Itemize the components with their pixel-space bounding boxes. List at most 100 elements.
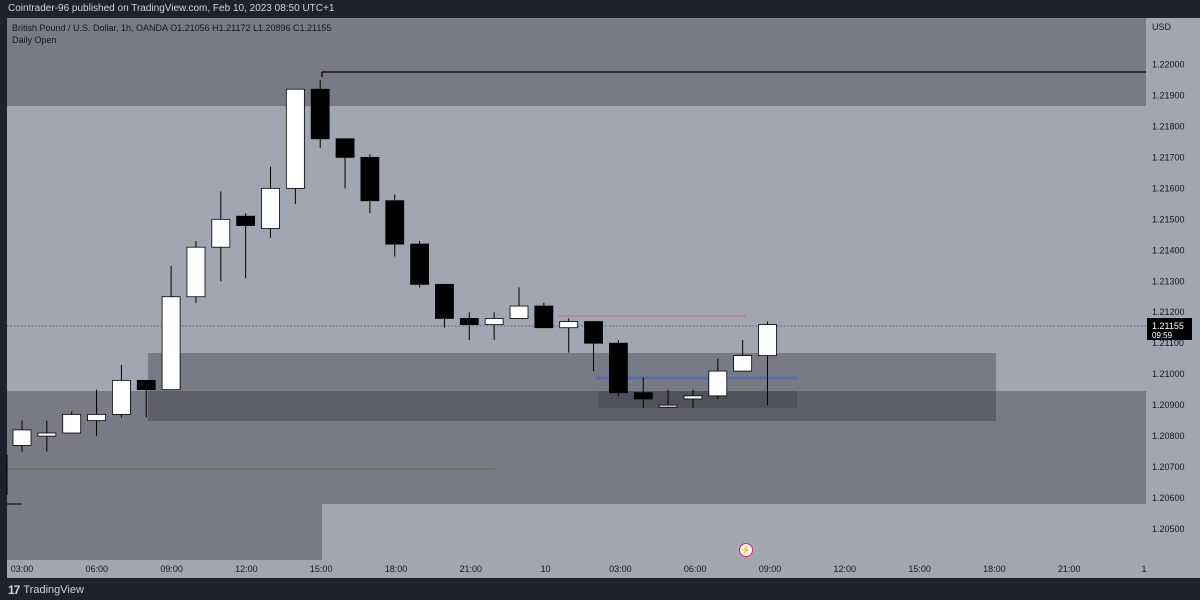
candle-body	[37, 432, 57, 437]
candle	[310, 79, 330, 149]
time-tick-label: 10	[541, 564, 551, 574]
candle	[658, 389, 678, 409]
candle-body	[584, 321, 603, 344]
candle	[87, 389, 106, 437]
price-tick-label: 1.22000	[1152, 59, 1185, 69]
candle	[708, 358, 728, 399]
candle-body	[410, 243, 430, 285]
candles	[12, 79, 777, 452]
candle-body	[62, 414, 82, 434]
candle	[360, 154, 380, 214]
candle	[459, 312, 479, 341]
last-price-value: 1.21155	[1152, 321, 1184, 331]
candle-body	[509, 305, 529, 319]
candle	[584, 321, 603, 372]
countdown-value: 09:59	[1152, 331, 1173, 340]
lower-left-zone	[7, 498, 322, 560]
time-tick-label: 12:00	[235, 564, 258, 574]
chart-legend: British Pound / U.S. Dollar, 1h, OANDA O…	[12, 22, 331, 46]
price-tick-label: 1.20800	[1152, 431, 1185, 441]
price-tick-label: 1.20900	[1152, 400, 1185, 410]
candle-body	[633, 392, 653, 400]
order-block-inner	[148, 391, 996, 421]
candle-body	[236, 215, 256, 226]
candle	[633, 377, 653, 409]
candle	[112, 364, 131, 418]
candle-body	[658, 404, 678, 408]
candle	[758, 321, 777, 406]
candle	[609, 340, 628, 396]
candle-body	[285, 88, 305, 189]
time-tick-label: 15:00	[310, 564, 333, 574]
price-tick-label: 1.21600	[1152, 183, 1185, 193]
tradingview-brand[interactable]: 17 TradingView	[8, 583, 84, 597]
symbol-line: British Pound / U.S. Dollar, 1h, OANDA O…	[12, 23, 332, 33]
time-tick-label: 21:00	[1058, 564, 1081, 574]
time-tick-label: 06:00	[86, 564, 109, 574]
price-tick-label: 1.21000	[1152, 369, 1185, 379]
candle-body	[559, 321, 579, 329]
published-header: Cointrader-96 published on TradingView.c…	[0, 0, 1200, 18]
candle-body	[87, 414, 106, 422]
candle-body	[459, 318, 479, 326]
candle-body	[758, 324, 777, 356]
time-tick-label: 12:00	[834, 564, 857, 574]
price-tick-label: 1.21800	[1152, 121, 1185, 131]
candle-body	[112, 379, 131, 415]
candle-body	[186, 246, 206, 298]
candle	[261, 166, 280, 238]
time-tick-label: 21:00	[460, 564, 483, 574]
candle	[285, 88, 305, 204]
candle-body	[136, 379, 156, 391]
last-price-badge	[1147, 318, 1192, 340]
time-tick-label: 03:00	[11, 564, 34, 574]
brand-name: TradingView	[23, 584, 84, 596]
candle	[62, 411, 82, 434]
candle	[733, 340, 753, 372]
candle	[236, 213, 256, 279]
candle	[37, 420, 57, 452]
price-tick-label: 1.20500	[1152, 524, 1185, 534]
candle	[335, 138, 355, 189]
candle-body	[261, 187, 280, 230]
tradingview-logo-icon: 17	[8, 583, 20, 597]
time-tick-label: 09:00	[759, 564, 782, 574]
candle-body	[484, 318, 504, 326]
candle	[186, 240, 206, 303]
price-ticks: 1.22000 1.21900 1.21800 1.21700 1.21600 1.215…	[1152, 59, 1185, 534]
candle-body	[683, 395, 703, 400]
candle	[534, 302, 554, 329]
candle	[385, 194, 405, 257]
supply-zone	[7, 18, 1146, 106]
price-tick-label: 1.21900	[1152, 90, 1185, 100]
candle-body	[733, 355, 753, 372]
candle-body	[360, 156, 380, 202]
event-lightning-icon[interactable]: ⚡	[739, 543, 753, 557]
time-axis-background	[7, 560, 1146, 578]
price-tick-label: 1.21500	[1152, 214, 1185, 224]
time-tick-label: 1	[1141, 564, 1146, 574]
candle	[435, 283, 454, 328]
candle	[136, 379, 156, 418]
time-tick-label: 03:00	[609, 564, 632, 574]
time-tick-label: 06:00	[684, 564, 707, 574]
price-tick-label: 1.21100	[1152, 338, 1184, 348]
candle	[211, 191, 231, 282]
candle	[161, 265, 181, 391]
candle	[559, 318, 579, 353]
candle-body	[534, 305, 554, 329]
price-tick-label: 1.21300	[1152, 276, 1185, 286]
candle	[509, 287, 529, 319]
time-tick-label: 18:00	[385, 564, 408, 574]
candle-body	[385, 200, 405, 245]
price-tick-label: 1.20700	[1152, 462, 1185, 472]
candle-body	[435, 283, 454, 319]
candle-body	[211, 218, 231, 248]
price-tick-label: 1.21400	[1152, 245, 1185, 255]
price-axis-background	[1146, 18, 1200, 578]
candle	[410, 240, 430, 288]
price-tick-label: 1.20600	[1152, 493, 1185, 503]
footer-bar	[0, 578, 1200, 600]
price-tick-label: 1.21700	[1152, 152, 1185, 162]
